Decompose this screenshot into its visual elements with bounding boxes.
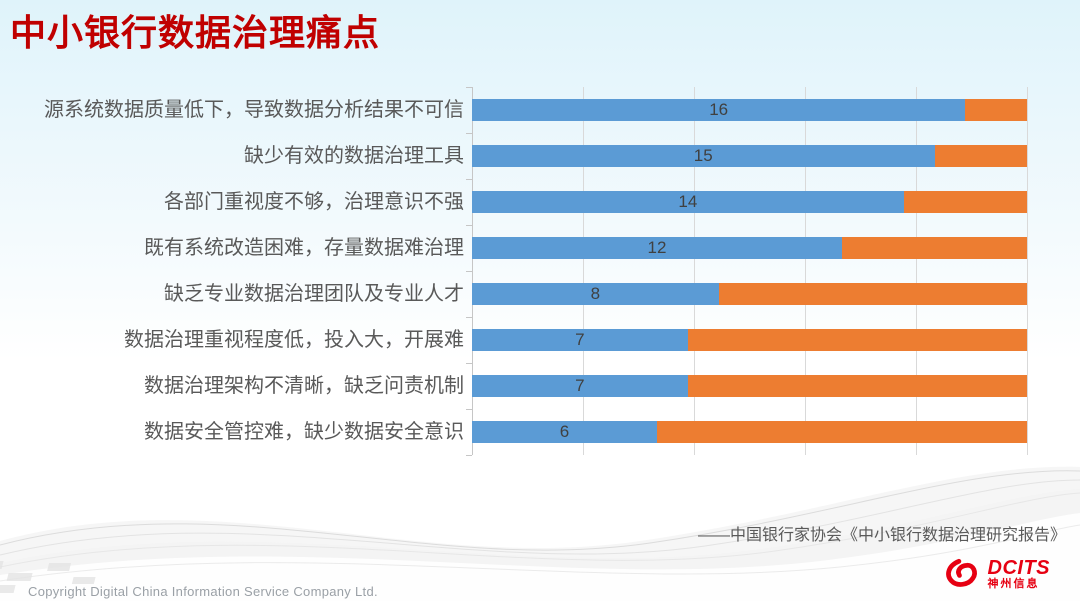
category-label: 源系统数据质量低下，导致数据分析结果不可信 xyxy=(44,99,464,121)
chart-rows: 源系统数据质量低下，导致数据分析结果不可信 16 缺少有效的数据治理工具 15 各部门重… xyxy=(0,87,1027,455)
axis-tick xyxy=(466,133,472,134)
category-label: 数据安全管控难，缺少数据安全意识 xyxy=(144,421,464,443)
gridline xyxy=(805,87,806,455)
gridline xyxy=(694,87,695,455)
category-label: 各部门重视度不够，治理意识不强 xyxy=(164,191,464,213)
page-title: 中小银行数据治理痛点 xyxy=(10,12,381,53)
chart-row: 缺乏专业数据治理团队及专业人才 8 xyxy=(0,271,1027,317)
value-label: 12 xyxy=(647,238,667,257)
bar-segment-orange xyxy=(687,329,1027,351)
bar-segment-orange xyxy=(934,145,1027,167)
bar-segment-blue: 12 xyxy=(472,237,842,259)
stacked-bar: 16 xyxy=(472,99,1027,121)
axis-tick xyxy=(466,317,472,318)
bar-segment-blue: 6 xyxy=(472,421,657,443)
stacked-bar: 15 xyxy=(472,145,1027,167)
bar-segment-blue: 7 xyxy=(472,375,688,397)
chart-row: 各部门重视度不够，治理意识不强 14 xyxy=(0,179,1027,225)
gridline xyxy=(916,87,917,455)
stacked-bar: 7 xyxy=(472,375,1027,397)
bar-segment-blue: 14 xyxy=(472,191,904,213)
value-label: 8 xyxy=(590,284,601,303)
value-label: 14 xyxy=(678,192,698,211)
chart-row: 数据安全管控难，缺少数据安全意识 6 xyxy=(0,409,1027,455)
category-label: 数据治理重视程度低，投入大，开展难 xyxy=(124,329,464,351)
axis-tick xyxy=(466,87,472,88)
value-label: 15 xyxy=(693,146,713,165)
stacked-bar: 14 xyxy=(472,191,1027,213)
axis-tick xyxy=(466,409,472,410)
category-label: 数据治理架构不清晰，缺乏问责机制 xyxy=(144,375,464,397)
value-label: 16 xyxy=(709,100,729,119)
axis-tick xyxy=(466,271,472,272)
copyright-text: Copyright Digital China Information Serv… xyxy=(28,584,378,599)
bar-segment-blue: 16 xyxy=(472,99,966,121)
chart-row: 缺少有效的数据治理工具 15 xyxy=(0,133,1027,179)
logo-text: DCITS 神州信息 xyxy=(987,556,1051,591)
bar-segment-orange xyxy=(687,375,1027,397)
stacked-bar: 6 xyxy=(472,421,1027,443)
bar-segment-orange xyxy=(903,191,1027,213)
gridline xyxy=(583,87,584,455)
value-label: 7 xyxy=(575,330,585,349)
logo-swirl-icon xyxy=(945,558,977,587)
stacked-bar: 12 xyxy=(472,237,1027,259)
chart-row: 既有系统改造困难，存量数据难治理 12 xyxy=(0,225,1027,271)
value-label: 7 xyxy=(575,376,585,395)
category-label: 缺少有效的数据治理工具 xyxy=(244,145,464,167)
bar-segment-orange xyxy=(842,237,1027,259)
bar-segment-orange xyxy=(657,421,1027,443)
axis-tick xyxy=(466,363,472,364)
value-label: 6 xyxy=(559,422,570,441)
category-axis-line xyxy=(472,87,473,455)
logo-name: DCITS xyxy=(987,556,1050,579)
chart-row: 源系统数据质量低下，导致数据分析结果不可信 16 xyxy=(0,87,1027,133)
axis-tick xyxy=(466,455,472,456)
category-label: 既有系统改造困难，存量数据难治理 xyxy=(144,237,464,259)
chart-row: 数据治理架构不清晰，缺乏问责机制 7 xyxy=(0,363,1027,409)
bar-segment-blue: 8 xyxy=(472,283,719,305)
logo-subtitle: 神州信息 xyxy=(987,577,1040,590)
bar-segment-blue: 7 xyxy=(472,329,688,351)
bar-segment-blue: 15 xyxy=(472,145,935,167)
axis-tick xyxy=(466,179,472,180)
category-label: 缺乏专业数据治理团队及专业人才 xyxy=(164,283,464,305)
stacked-bar: 7 xyxy=(472,329,1027,351)
chart-row: 数据治理重视程度低，投入大，开展难 7 xyxy=(0,317,1027,363)
gridline xyxy=(1027,87,1028,455)
bar-segment-orange xyxy=(965,99,1027,121)
bar-segment-orange xyxy=(718,283,1027,305)
stacked-bar-chart: 源系统数据质量低下，导致数据分析结果不可信 16 缺少有效的数据治理工具 15 各部门重… xyxy=(0,87,1028,456)
axis-tick xyxy=(466,225,472,226)
dcits-logo: DCITS 神州信息 xyxy=(943,555,1051,593)
source-citation: ——中国银行家协会《中小银行数据治理研究报告》 xyxy=(697,527,1066,544)
stacked-bar: 8 xyxy=(472,283,1027,305)
gridlines xyxy=(472,87,1028,455)
